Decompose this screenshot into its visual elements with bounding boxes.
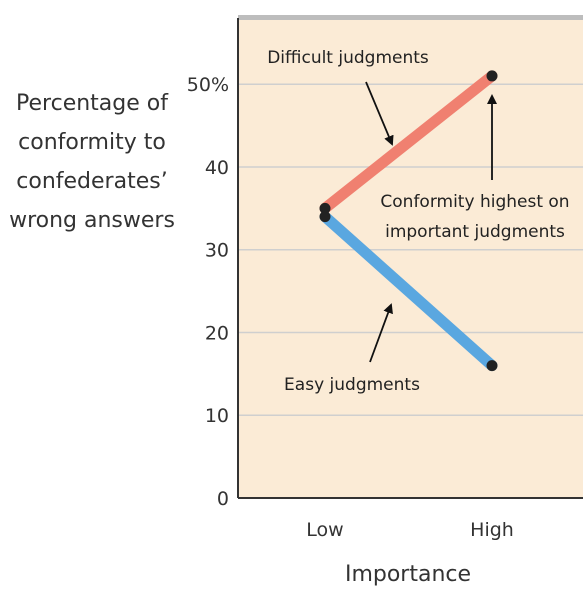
annotation-text: Easy judgments xyxy=(284,375,420,395)
data-point xyxy=(319,202,331,214)
data-point xyxy=(319,211,331,223)
annotation-arrow xyxy=(365,81,394,146)
y-axis-label: Percentage of conformity to confederates’ w… xyxy=(9,91,175,233)
annotation-text: important judgments xyxy=(385,222,565,242)
plot-background xyxy=(238,18,583,498)
annotation-arrow xyxy=(369,303,393,363)
y-tick-label: 50% xyxy=(187,74,229,96)
series-lines xyxy=(319,70,498,372)
y-axis-label-line: wrong answers xyxy=(9,208,175,233)
data-point xyxy=(486,360,498,372)
y-axis-label-line: confederates’ xyxy=(16,169,167,194)
series-line xyxy=(319,211,498,372)
annotation-text: Difficult judgments xyxy=(267,48,429,68)
annotation-text: Conformity highest on xyxy=(380,192,569,212)
data-point xyxy=(486,70,498,82)
y-tick-label: 0 xyxy=(217,488,229,510)
y-axis-label-line: conformity to xyxy=(18,130,166,155)
series-line xyxy=(319,70,498,214)
x-ticks: Low High xyxy=(306,519,514,541)
y-tick-label: 10 xyxy=(205,405,229,427)
plot-top-border xyxy=(238,15,583,20)
x-axis-label: Importance xyxy=(345,562,471,587)
y-tick-label: 40 xyxy=(205,157,229,179)
y-ticks: 0 10 20 30 40 50% xyxy=(187,74,229,510)
annotations: Difficult judgments Conformity highest on… xyxy=(267,48,569,395)
x-tick-label: High xyxy=(470,519,514,541)
x-tick-label: Low xyxy=(306,519,343,541)
y-tick-label: 20 xyxy=(205,322,229,344)
y-axis-label-line: Percentage of xyxy=(16,91,169,116)
y-tick-label: 30 xyxy=(205,240,229,262)
grid xyxy=(238,83,583,416)
